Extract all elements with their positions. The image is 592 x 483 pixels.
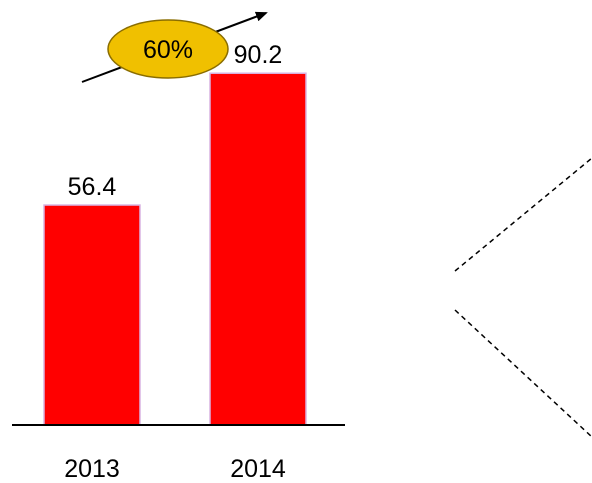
growth-badge <box>107 19 229 79</box>
growth-badge-text: 60% <box>143 36 193 64</box>
bar-2013 <box>43 204 141 426</box>
dashed-chevron-decoration <box>454 157 592 438</box>
value-label-2014: 90.2 <box>234 41 283 69</box>
value-labels-layer: 56.4 90.2 <box>68 41 283 201</box>
category-label-2013: 2013 <box>64 455 120 483</box>
bars-layer <box>43 72 307 426</box>
bar-2014 <box>209 72 307 426</box>
growth-indicator: 60% <box>81 11 268 83</box>
value-label-2013: 56.4 <box>68 173 117 201</box>
chevron-lower-line <box>454 309 592 438</box>
category-labels-layer: 2013 2014 <box>64 455 286 483</box>
chevron-upper-line <box>454 157 592 272</box>
category-label-2014: 2014 <box>230 455 286 483</box>
